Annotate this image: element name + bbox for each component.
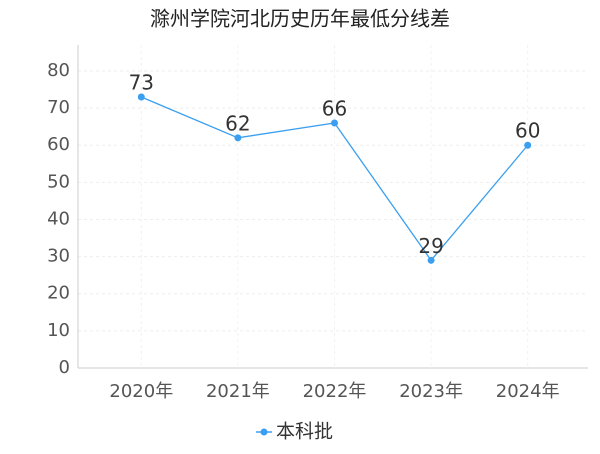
y-tick-label: 10 xyxy=(47,320,70,341)
data-label: 62 xyxy=(225,111,250,135)
legend-label: 本科批 xyxy=(276,421,333,443)
y-tick-label: 80 xyxy=(47,60,70,81)
data-label: 60 xyxy=(515,119,540,143)
y-tick-label: 50 xyxy=(47,171,70,192)
chart-title: 滁州学院河北历史历年最低分线差 xyxy=(150,7,450,31)
data-label: 73 xyxy=(129,70,154,94)
point xyxy=(524,141,532,149)
y-tick-label: 30 xyxy=(47,246,70,267)
y-tick-label: 20 xyxy=(47,283,70,304)
x-tick-label: 2024年 xyxy=(496,381,560,402)
y-tick-label: 40 xyxy=(47,208,70,229)
legend-marker xyxy=(260,428,268,436)
point xyxy=(137,93,145,101)
x-tick-label: 2020年 xyxy=(109,381,173,402)
data-label: 29 xyxy=(418,234,443,258)
data-label: 66 xyxy=(322,96,347,120)
y-tick-label: 0 xyxy=(59,357,70,378)
x-tick-label: 2021年 xyxy=(206,381,270,402)
point xyxy=(427,256,435,264)
x-tick-label: 2022年 xyxy=(303,381,367,402)
point xyxy=(234,134,242,142)
x-tick-label: 2023年 xyxy=(399,381,463,402)
y-tick-label: 60 xyxy=(47,134,70,155)
point xyxy=(331,119,338,127)
y-tick-label: 70 xyxy=(47,97,70,118)
